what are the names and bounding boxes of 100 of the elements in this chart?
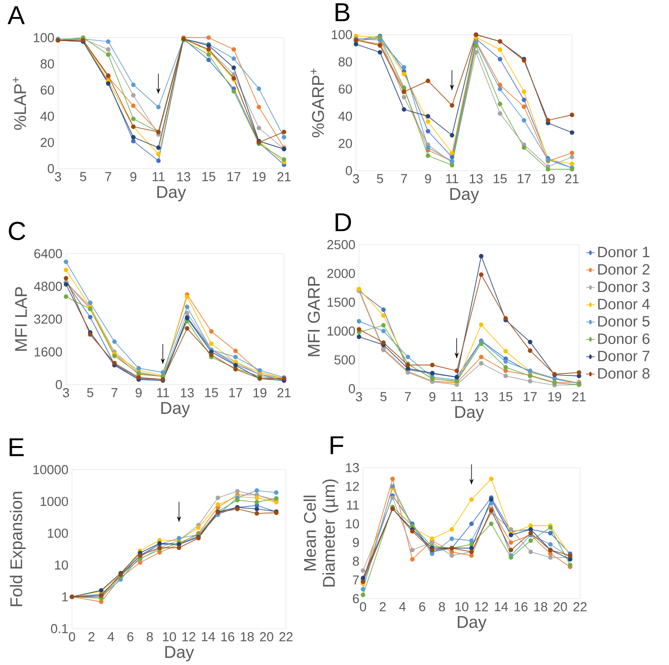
x-tick-label: 18 — [240, 632, 254, 642]
annotation: ↓ — [470, 464, 474, 485]
y-axis-title: %GARP$^{+}$ — [310, 68, 324, 138]
x-tick-label: 8 — [146, 632, 153, 642]
y-tick-label: 1500 — [328, 298, 355, 307]
x-tick-label: 12 — [475, 602, 488, 612]
x-tick-label: 15 — [202, 172, 216, 182]
x-axis-title: Day — [455, 406, 484, 422]
y-tick-label: 40 — [40, 112, 54, 121]
x-tick-label: 17 — [524, 392, 537, 402]
legend-label: Donor 6 — [598, 334, 650, 344]
y-tick-label: 11 — [347, 500, 359, 510]
chart-title: A — [8, 6, 25, 24]
y-tick-label: 0 — [346, 166, 352, 176]
x-tick-label: 17 — [518, 174, 531, 184]
x-tick-label: 4 — [399, 602, 406, 612]
x-tick-label: 14 — [494, 602, 508, 612]
x-tick-label: 9 — [136, 388, 142, 398]
y-tick-label: 80 — [40, 59, 54, 69]
x-tick-label: 13 — [180, 388, 194, 398]
legend-label: Donor 3 — [598, 282, 650, 292]
x-tick-label: 3 — [62, 388, 70, 398]
x-tick-label: 21 — [277, 388, 291, 398]
y-tick-label: 3200 — [34, 314, 62, 324]
x-tick-label: 13 — [475, 392, 488, 402]
x-tick-label: 20 — [554, 602, 567, 612]
x-tick-label: 3 — [356, 392, 362, 402]
y-tick-label: 13 — [346, 463, 359, 472]
x-tick-label: 17 — [229, 388, 242, 398]
y-tick-label: 12 — [346, 482, 359, 492]
legend-label: Donor 5 — [598, 316, 650, 327]
x-tick-label: 12 — [182, 632, 196, 642]
y-tick-label: 20 — [338, 139, 352, 148]
x-tick-label: 11 — [152, 172, 165, 182]
x-tick-label: 19 — [542, 174, 555, 184]
y-tick-label: 0 — [56, 380, 62, 390]
x-tick-label: 18 — [534, 602, 548, 612]
y-tick-label: 40 — [338, 112, 352, 121]
x-tick-label: 15 — [205, 388, 218, 398]
x-tick-label: 5 — [376, 174, 384, 184]
y-axis-title: MFI LAP — [15, 287, 27, 351]
x-tick-label: 7 — [401, 174, 407, 184]
x-tick-label: 11 — [157, 388, 169, 398]
annotation: ↓ — [454, 338, 458, 358]
x-tick-label: 16 — [221, 632, 234, 642]
x-tick-label: 22 — [279, 632, 293, 642]
x-tick-label: 21 — [572, 392, 586, 402]
x-tick-label: 16 — [514, 602, 528, 612]
x-tick-label: 19 — [252, 172, 266, 182]
y-tick-label: 6 — [352, 594, 359, 604]
annotation: ↓ — [156, 74, 160, 94]
chart-title: B — [336, 3, 350, 22]
x-axis-title: Day — [161, 402, 190, 418]
x-axis-title: Day — [157, 186, 186, 202]
x-tick-label: 21 — [277, 172, 291, 182]
x-tick-label: 6 — [127, 632, 134, 642]
x-tick-label: 17 — [228, 172, 240, 182]
x-tick-label: 2 — [380, 602, 386, 612]
x-tick-label: 20 — [260, 632, 274, 642]
x-tick-label: 7 — [404, 392, 411, 402]
y-tick-label: 0.1 — [50, 624, 68, 634]
x-tick-label: 6 — [419, 602, 426, 612]
x-tick-label: 9 — [130, 172, 136, 182]
y-axis-title: %LAP$^{+}$ — [12, 77, 26, 130]
x-tick-label: 7 — [105, 172, 112, 182]
x-tick-label: 19 — [548, 392, 562, 402]
x-tick-label: 11 — [451, 392, 463, 402]
x-tick-label: 13 — [470, 174, 483, 184]
y-tick-label: 7 — [352, 576, 359, 585]
x-tick-label: 5 — [87, 388, 94, 398]
y-tick-label: 10000 — [33, 465, 68, 474]
chart-title: D — [336, 213, 351, 232]
legend-label: Donor 1 — [598, 247, 650, 258]
x-tick-label: 7 — [112, 388, 118, 398]
x-tick-label: 10 — [163, 632, 176, 642]
x-tick-label: 19 — [254, 388, 266, 398]
y-tick-label: 8 — [352, 556, 359, 566]
chart-title: C — [8, 222, 26, 240]
x-tick-label: 9 — [425, 174, 431, 184]
chart-title: F — [330, 436, 344, 454]
x-tick-label: 13 — [177, 172, 190, 182]
y-axis-title: MFI GARP — [308, 276, 320, 356]
legend-label: Donor 2 — [598, 264, 650, 275]
x-tick-label: 0 — [68, 632, 76, 642]
x-tick-label: 3 — [54, 172, 62, 182]
y-tick-label: 10 — [346, 519, 359, 529]
x-tick-label: 11 — [446, 174, 458, 184]
y-tick-label: 0 — [48, 164, 54, 174]
x-tick-label: 10 — [455, 602, 468, 612]
x-tick-label: 5 — [80, 172, 86, 182]
y-tick-label: 60 — [338, 84, 352, 94]
y-axis-title: Fold Expansion — [10, 492, 26, 606]
y-tick-label: 100 — [48, 528, 68, 538]
y-tick-label: 1000 — [328, 326, 355, 336]
x-tick-label: 14 — [202, 632, 216, 642]
y-tick-label: 1000 — [40, 497, 68, 506]
x-axis-title: Day — [458, 616, 487, 632]
x-tick-label: 15 — [499, 392, 512, 402]
y-tick-label: 20 — [40, 138, 54, 148]
x-axis-title: Day — [165, 646, 194, 662]
